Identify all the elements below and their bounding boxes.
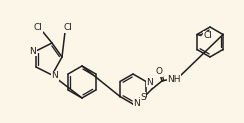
Text: Cl: Cl	[203, 31, 213, 40]
Text: N: N	[30, 46, 36, 55]
Text: Cl: Cl	[64, 23, 72, 32]
Text: Cl: Cl	[34, 23, 42, 32]
Text: N: N	[147, 78, 153, 87]
Text: N: N	[52, 71, 58, 80]
Text: S: S	[140, 92, 146, 101]
Text: O: O	[155, 68, 163, 77]
Text: NH: NH	[167, 75, 181, 84]
Text: N: N	[134, 99, 140, 108]
